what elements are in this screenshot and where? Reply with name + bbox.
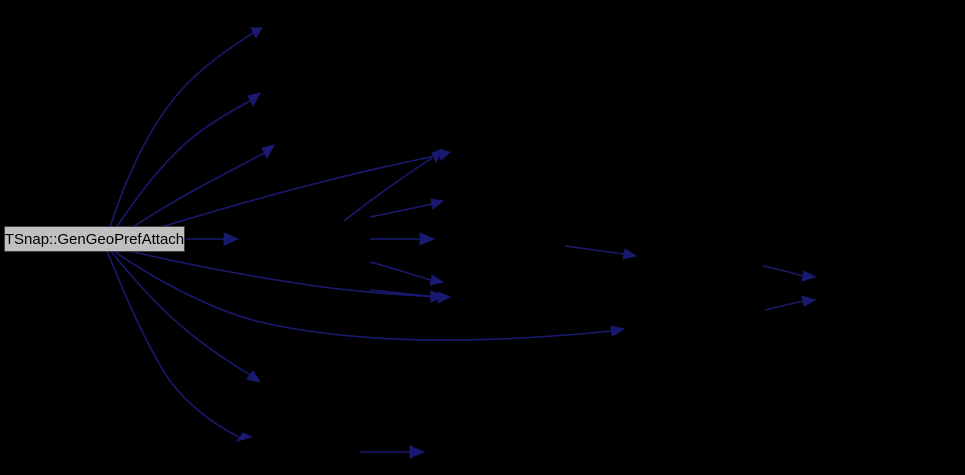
edge-root-to-2-arrowhead — [247, 92, 261, 108]
edge-mid-to-8 — [369, 261, 432, 281]
graph-node-callee-2[interactable] — [262, 76, 264, 102]
graph-node-callee-12[interactable] — [255, 424, 257, 450]
edges-group — [105, 27, 817, 459]
edge-mid-to-4 — [343, 157, 433, 222]
graph-node-callee-4[interactable] — [452, 139, 454, 165]
edge-mid-to-9-arrowhead — [430, 290, 445, 303]
edge-root-to-1 — [105, 32, 254, 240]
graph-node-callee-15[interactable] — [818, 288, 820, 314]
edge-far-to-13-arrowhead — [622, 248, 638, 260]
graph-node-callee-5[interactable] — [452, 191, 454, 217]
graph-node-root[interactable]: TSnap::GenGeoPrefAttach — [4, 226, 185, 252]
edge-root-to-12 — [106, 250, 240, 438]
graph-node-root-label: TSnap::GenGeoPrefAttach — [4, 230, 185, 248]
edge-mid-to-5-arrowhead — [430, 198, 445, 210]
graph-node-callee-11[interactable] — [260, 369, 262, 395]
graph-node-callee-9[interactable] — [452, 283, 454, 309]
edge-far-to-14 — [762, 265, 804, 277]
edge-root-to-11 — [109, 249, 251, 376]
edge-far-to-15 — [764, 300, 804, 311]
edge-far-to-14-arrowhead — [801, 270, 817, 282]
graph-node-callee-6[interactable] — [240, 226, 242, 252]
graph-node-callee-7[interactable] — [452, 227, 454, 253]
edge-mid-to-8-arrowhead — [429, 274, 445, 286]
edge-mid-to-7-arrowhead — [419, 232, 436, 246]
graph-node-callee-14[interactable] — [818, 264, 820, 290]
edge-root-to-10 — [113, 250, 613, 341]
edge-root-to-9 — [117, 247, 439, 298]
edge-root-to-11-arrowhead — [246, 370, 262, 383]
edge-root-to-10-arrowhead — [610, 325, 626, 337]
edge-root-to-3-arrowhead — [261, 144, 275, 160]
graph-node-callee-13[interactable] — [640, 237, 642, 263]
edge-root-to-2 — [107, 100, 251, 241]
edge-root-to-12-arrowhead — [235, 432, 254, 442]
graph-node-callee-10[interactable] — [628, 316, 630, 342]
edge-far-to-15-arrowhead — [801, 295, 817, 307]
edge-far-to-13 — [564, 245, 625, 255]
graph-node-callee-16[interactable] — [428, 439, 430, 465]
edge-mid-to-9 — [369, 289, 432, 297]
edge-mid-to-4-arrowhead — [431, 148, 445, 164]
edge-root-to-6-arrowhead — [223, 232, 240, 246]
graph-node-callee-3[interactable] — [276, 131, 278, 157]
edge-mid-to-5 — [369, 203, 433, 218]
edge-bottom-arrowhead — [409, 445, 426, 459]
graph-node-callee-1[interactable] — [262, 16, 264, 42]
edge-root-to-1-arrowhead — [250, 27, 263, 40]
